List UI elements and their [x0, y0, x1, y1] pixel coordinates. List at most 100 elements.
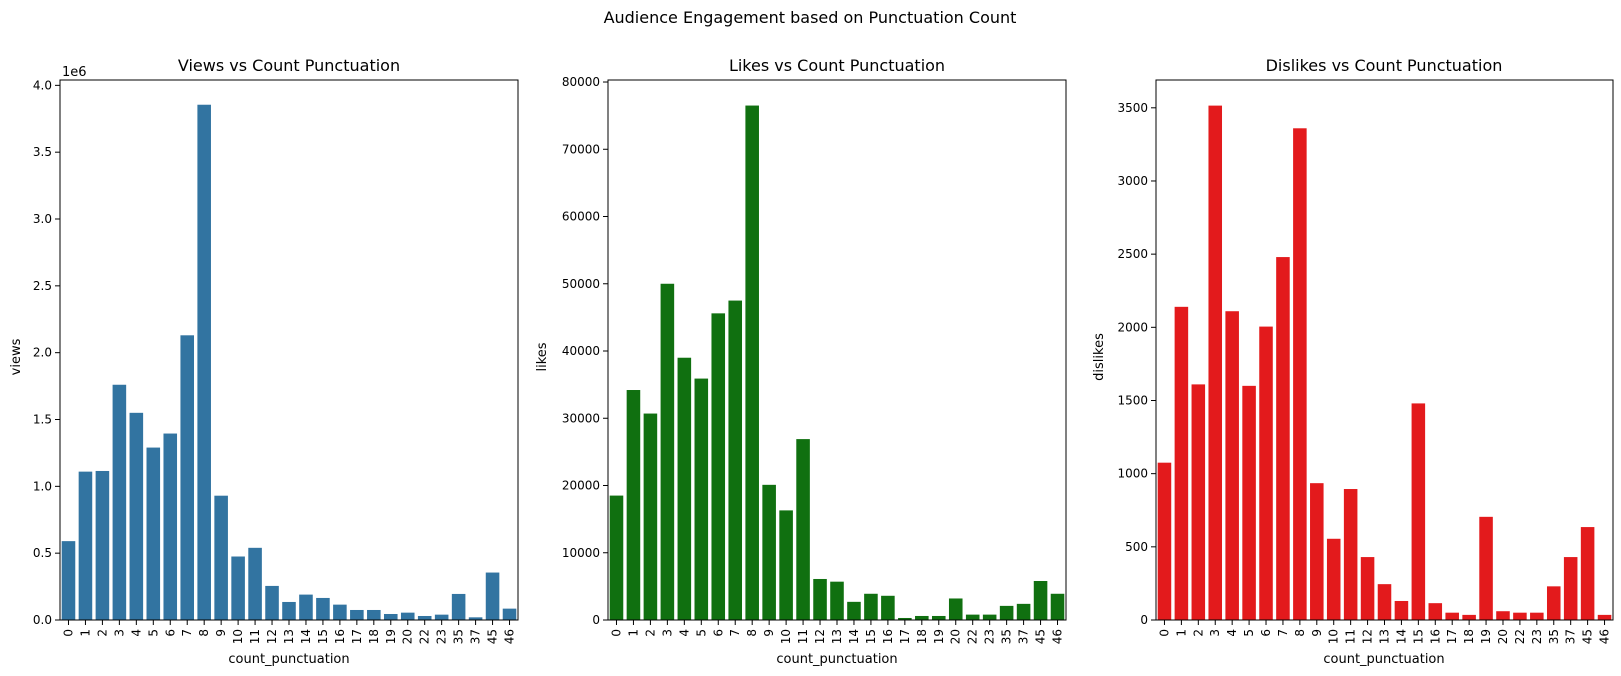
x-tick-label: 15 — [864, 629, 878, 644]
y-tick-label: 1.0 — [33, 479, 52, 493]
x-tick-label: 14 — [1394, 629, 1408, 644]
x-tick-label: 35 — [1000, 629, 1014, 644]
y-tick-label: 10000 — [562, 546, 600, 560]
x-tick-label: 18 — [1462, 629, 1476, 644]
bar-6 — [163, 433, 178, 620]
bar-23 — [1530, 612, 1544, 620]
y-tick-label: 50000 — [562, 277, 600, 291]
y-tick-label: 20000 — [562, 479, 600, 493]
x-tick-label: 7 — [728, 629, 742, 637]
bar-14 — [299, 594, 313, 620]
x-tick-label: 19 — [932, 629, 946, 644]
y-tick-label: 1.5 — [33, 413, 52, 427]
x-axis-label: count_punctuation — [776, 652, 897, 667]
bar-37 — [1563, 557, 1578, 620]
x-tick-label: 17 — [350, 629, 364, 644]
bar-22 — [1513, 612, 1527, 620]
y-axis-label: views — [9, 338, 24, 375]
y-tick-label: 0.0 — [33, 613, 52, 627]
bar-35 — [451, 593, 466, 620]
bar-19 — [383, 613, 398, 620]
panel-dislikes: Dislikes vs Count Punctuation dislikes c… — [1092, 56, 1614, 667]
x-tick-label: 4 — [677, 629, 691, 637]
bar-1 — [78, 471, 93, 620]
x-tick-label: 3 — [660, 629, 674, 637]
x-tick-label: 16 — [881, 629, 895, 644]
bar-45 — [1033, 581, 1048, 620]
x-tick-label: 9 — [1310, 629, 1324, 637]
bar-9 — [214, 495, 228, 620]
bar-0 — [61, 541, 76, 620]
bar-45 — [1580, 527, 1595, 620]
x-tick-label: 12 — [813, 629, 827, 644]
y-tick-label: 2000 — [1117, 320, 1148, 334]
x-tick-label: 5 — [1242, 629, 1256, 637]
x-tick-label: 23 — [983, 629, 997, 644]
y-tick-label: 4.0 — [33, 78, 52, 92]
y-tick-label: 0 — [592, 613, 600, 627]
y-axis-label: likes — [535, 342, 550, 371]
bar-0 — [609, 495, 624, 620]
x-tick-label: 6 — [163, 629, 177, 637]
bar-2 — [1191, 384, 1206, 620]
x-tick-label: 2 — [95, 629, 109, 637]
x-tick-label: 1 — [1174, 629, 1188, 637]
y-tick-label: 1000 — [1117, 467, 1148, 481]
bar-46 — [1050, 593, 1065, 620]
x-tick-label: 37 — [1564, 629, 1578, 644]
x-tick-label: 20 — [401, 629, 415, 644]
bar-35 — [1546, 586, 1561, 620]
bar-18 — [367, 609, 381, 620]
bar-4 — [677, 357, 692, 620]
y-tick-label: 3000 — [1117, 174, 1148, 188]
bar-46 — [502, 608, 517, 620]
x-tick-label: 23 — [1530, 629, 1544, 644]
bar-13 — [830, 581, 844, 620]
bar-3 — [660, 283, 675, 620]
bar-7 — [180, 335, 195, 620]
bar-20 — [1496, 611, 1510, 620]
x-tick-label: 17 — [1445, 629, 1459, 644]
x-tick-label: 8 — [745, 629, 759, 637]
x-axis-label: count_punctuation — [1323, 652, 1444, 667]
bar-3 — [1208, 105, 1223, 621]
x-tick-label: 2 — [1191, 629, 1205, 637]
bar-11 — [248, 547, 262, 620]
bar-9 — [762, 484, 776, 620]
y-tick-label: 2.5 — [33, 279, 52, 293]
panel-likes: Likes vs Count Punctuation likes count_p… — [535, 56, 1067, 667]
bar-37 — [468, 617, 483, 620]
x-tick-label: 5 — [694, 629, 708, 637]
x-tick-label: 11 — [248, 629, 262, 644]
x-tick-label: 10 — [1327, 629, 1341, 644]
y-tick-label: 60000 — [562, 210, 600, 224]
x-tick-label: 0 — [609, 629, 623, 637]
x-tick-label: 0 — [61, 629, 75, 637]
bar-7 — [728, 300, 743, 620]
x-tick-label: 37 — [469, 629, 483, 644]
bar-4 — [129, 412, 144, 620]
x-tick-label: 12 — [265, 629, 279, 644]
y-tick-label: 0.5 — [33, 546, 52, 560]
bar-5 — [146, 447, 161, 620]
bar-11 — [1343, 489, 1358, 620]
bar-15 — [1411, 403, 1426, 620]
bar-1 — [1174, 306, 1189, 620]
y-tick-label: 500 — [1125, 540, 1148, 554]
x-tick-label: 20 — [949, 629, 963, 644]
x-tick-label: 13 — [830, 629, 844, 644]
panel-title: Likes vs Count Punctuation — [729, 56, 945, 75]
x-tick-label: 18 — [367, 629, 381, 644]
bar-13 — [282, 601, 296, 620]
bar-20 — [400, 612, 415, 620]
x-tick-label: 6 — [1259, 629, 1273, 637]
x-tick-label: 11 — [1344, 629, 1358, 644]
bar-45 — [485, 572, 500, 620]
x-tick-label: 14 — [299, 629, 313, 644]
panel-views: Views vs Count Punctuation 1e6 views cou… — [9, 56, 519, 667]
bar-3 — [112, 384, 127, 620]
x-tick-label: 11 — [796, 629, 810, 644]
x-axis-label: count_punctuation — [228, 652, 349, 667]
bar-19 — [1479, 516, 1493, 620]
x-tick-label: 46 — [503, 629, 517, 644]
